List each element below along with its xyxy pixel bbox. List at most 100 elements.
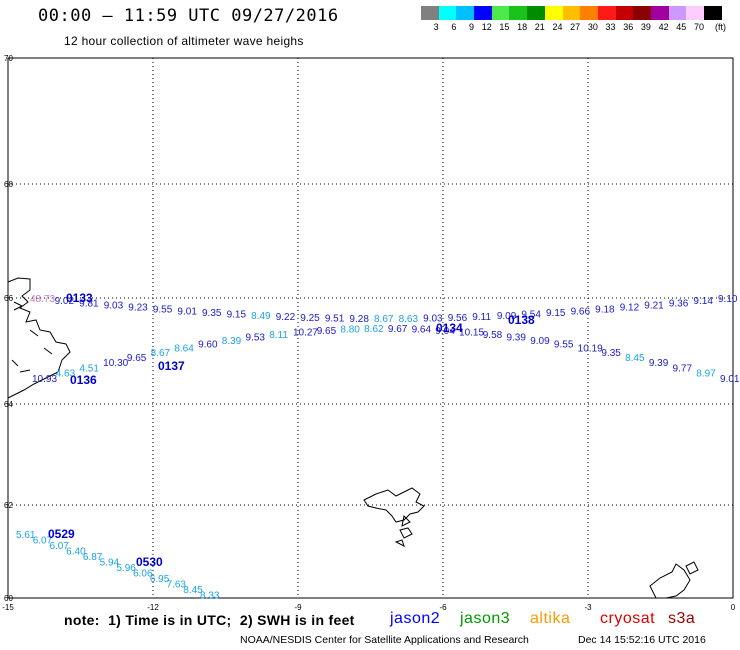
satellite-altika-label: altika [530, 610, 571, 627]
swh-value: 9.55 [554, 340, 574, 351]
swh-value: 9.04 [435, 326, 455, 337]
y-tick-label: 66 [4, 294, 13, 303]
footer-note: note: 1) Time is in UTC; 2) SWH is in fe… [64, 612, 355, 628]
footer-timestamp: Dec 14 15:52:16 UTC 2016 [578, 634, 706, 646]
legend-label: 12 [481, 22, 492, 32]
swh-value: 9.28 [349, 314, 369, 325]
swh-value: 9.66 [571, 306, 591, 317]
swh-value: 9.77 [673, 363, 693, 374]
legend-swatch [686, 6, 704, 20]
legend-swatch [544, 6, 563, 20]
legend-label: 45 [676, 22, 687, 32]
swh-value: 9.65 [127, 353, 147, 364]
swh-value: 9.14 [693, 296, 713, 307]
swh-value: 10.27 [293, 328, 318, 339]
pass-time-label: 0133 [66, 291, 93, 305]
legend-swatch [527, 6, 545, 20]
swh-value: 5.96 [116, 563, 136, 574]
swh-value: 9.60 [198, 340, 218, 351]
swh-value: 9.01 [177, 306, 197, 317]
satellite-s3a-label: s3a [668, 610, 696, 627]
swh-value: 9.53 [246, 333, 266, 344]
swh-value: 9.81 [79, 298, 99, 309]
legend-swatch [562, 6, 581, 20]
coastline-faroe-islands [363, 487, 425, 547]
y-tick-label: 62 [4, 501, 13, 510]
pass-time-label: 0136 [70, 373, 97, 387]
pass-time-label: 0529 [48, 527, 75, 541]
x-tick-label: -15 [2, 603, 14, 612]
swh-value: 6.40 [66, 547, 86, 558]
satellite-jason3-label: jason3 [460, 610, 511, 627]
page-subtitle: 12 hour collection of altimeter wave hei… [64, 34, 304, 48]
x-tick-label: -6 [439, 603, 447, 612]
swh-value: 9.21 [644, 301, 664, 312]
legend-unit: (ft) [715, 22, 726, 32]
legend-swatch [633, 6, 651, 20]
x-tick-label: -12 [147, 603, 159, 612]
swh-value: 6.06 [133, 569, 153, 580]
footer-credit: NOAA/NESDIS Center for Satellite Applica… [240, 634, 529, 646]
y-tick-label: 70 [4, 54, 13, 63]
satellite-cryosat-label: cryosat [600, 610, 656, 627]
color-legend [421, 6, 722, 20]
swh-value: 8.49 [251, 311, 271, 322]
legend-swatch [491, 6, 510, 20]
swh-value: 6.95 [150, 574, 170, 585]
swh-value: 9.15 [227, 310, 247, 321]
pass-time-label: 0138 [508, 313, 535, 327]
swh-value: 9.23 [128, 303, 148, 314]
swh-value: 9.64 [412, 325, 432, 336]
swh-value: 9.55 [153, 305, 173, 316]
legend-swatch [668, 6, 687, 20]
legend-label: 24 [552, 22, 563, 32]
y-tick-label: 64 [4, 400, 13, 409]
legend-swatch [597, 6, 616, 20]
swh-value: 9.35 [601, 348, 621, 359]
swh-value: 9.39 [506, 333, 526, 344]
page-title: 00:00 – 11:59 UTC 09/27/2016 [38, 6, 339, 26]
legend-label: 15 [499, 22, 510, 32]
coastline-shetland [649, 561, 699, 599]
legend-label: 3 [433, 22, 439, 32]
y-tick-label: 68 [4, 180, 13, 189]
swh-value: 9.36 [669, 298, 689, 309]
swh-value: 9.56 [448, 313, 468, 324]
swh-value: 8.80 [340, 325, 360, 336]
x-tick-label: -3 [584, 603, 592, 612]
swh-value: 10.15 [459, 328, 484, 339]
swh-value: 9.18 [595, 305, 615, 316]
legend-label: 39 [640, 22, 651, 32]
swh-value: 8.45 [625, 353, 645, 364]
grid-lines [8, 58, 733, 598]
swh-value: 5.94 [100, 558, 120, 569]
swh-value: 9.03 [104, 301, 124, 312]
swh-value: 4.51 [79, 363, 99, 374]
legend-label: 6 [451, 22, 457, 32]
x-tick-label: 0 [731, 603, 736, 612]
legend-swatch [509, 6, 528, 20]
swh-value: 9.09 [530, 336, 550, 347]
swh-value: 7.63 [167, 580, 187, 591]
coastline-iceland [7, 277, 71, 399]
legend-swatch [650, 6, 669, 20]
swh-value: 6.07 [49, 541, 69, 552]
legend-label: 21 [534, 22, 545, 32]
legend-label: 33 [605, 22, 616, 32]
legend-label: 27 [570, 22, 581, 32]
legend-label: 30 [587, 22, 598, 32]
swh-value: 9.67 [388, 324, 408, 335]
swh-value: 8.67 [151, 348, 171, 359]
swh-value: 9.12 [620, 303, 640, 314]
swh-value: 9.58 [483, 330, 503, 341]
swh-value: 4.63 [56, 369, 76, 380]
swh-value: 9.22 [276, 312, 296, 323]
legend-swatch [438, 6, 457, 20]
legend-label: 70 [693, 22, 704, 32]
swh-value: 9.35 [202, 308, 222, 319]
satellite-jason2-label: jason2 [390, 610, 441, 627]
swh-value: 9.01 [720, 374, 740, 385]
swh-value: 8.64 [174, 344, 194, 355]
pass-time-label: 0137 [158, 359, 185, 373]
swh-value: 10.93 [32, 374, 57, 385]
